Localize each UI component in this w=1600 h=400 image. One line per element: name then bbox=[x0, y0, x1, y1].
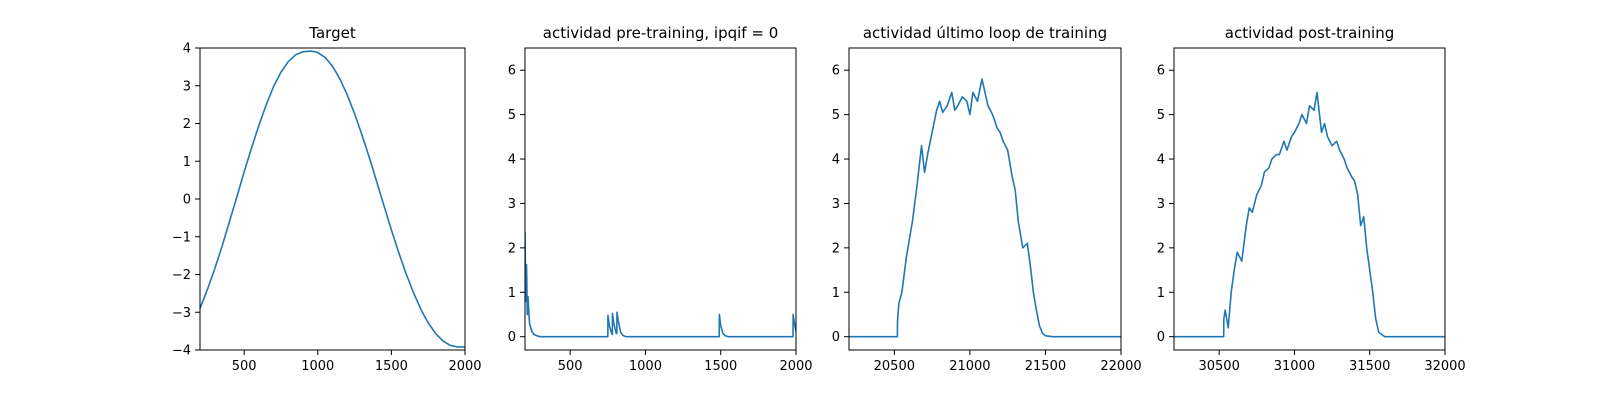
y-tick-label: 0 bbox=[832, 330, 840, 345]
y-tick-label: 3 bbox=[1157, 197, 1165, 212]
y-tick-label: 1 bbox=[508, 286, 516, 301]
series-line-1 bbox=[525, 231, 796, 338]
x-tick-label: 31000 bbox=[1274, 359, 1315, 374]
panel-1: Target 500 1000 1500 2000 −4 −3 −2 −1 0 1 2 3 4 bbox=[172, 24, 482, 374]
axes-frame bbox=[1173, 47, 1446, 351]
x-tick-label: 20500 bbox=[874, 359, 915, 374]
x-tick-label: 2000 bbox=[448, 359, 481, 374]
x-tick-label: 500 bbox=[558, 359, 583, 374]
y-tick-label: 4 bbox=[508, 153, 516, 168]
y-tick-label: 3 bbox=[183, 79, 191, 94]
y-tick-label: −3 bbox=[172, 306, 191, 321]
x-tick-label: 32000 bbox=[1424, 359, 1465, 374]
series-line-1 bbox=[849, 78, 1121, 338]
y-tick-label: 2 bbox=[1157, 241, 1165, 256]
x-tick-label: 500 bbox=[232, 359, 257, 374]
panel-title: actividad último loop de training bbox=[863, 24, 1107, 42]
x-tick-label: 2000 bbox=[779, 359, 812, 374]
y-tick-label: 1 bbox=[1157, 286, 1165, 301]
panel-title: Target bbox=[308, 24, 356, 42]
y-tick-label: 0 bbox=[508, 330, 516, 345]
y-tick-label: −2 bbox=[172, 268, 191, 283]
y-tick-label: 1 bbox=[183, 155, 191, 170]
y-tick-label: 4 bbox=[1157, 153, 1165, 168]
y-tick-label: 2 bbox=[508, 241, 516, 256]
x-tick-label: 30500 bbox=[1198, 359, 1239, 374]
x-tick-label: 1500 bbox=[375, 359, 408, 374]
x-tick-label: 31500 bbox=[1349, 359, 1390, 374]
x-tick-label: 22000 bbox=[1100, 359, 1141, 374]
y-tick-label: 5 bbox=[1157, 108, 1165, 123]
x-tick-label: 21000 bbox=[949, 359, 990, 374]
axes-frame bbox=[848, 47, 1122, 351]
series-line-1 bbox=[1174, 91, 1445, 338]
y-tick-label: 4 bbox=[832, 153, 840, 168]
series-line-1 bbox=[200, 50, 465, 348]
y-tick-label: −4 bbox=[172, 344, 191, 359]
y-tick-label: 2 bbox=[832, 241, 840, 256]
y-tick-label: 2 bbox=[183, 117, 191, 132]
y-tick-label: 0 bbox=[183, 193, 191, 208]
axes-frame bbox=[199, 47, 466, 351]
x-tick-label: 21500 bbox=[1025, 359, 1066, 374]
y-tick-label: 6 bbox=[1157, 64, 1165, 79]
x-tick-label: 1000 bbox=[301, 359, 334, 374]
y-tick-label: 5 bbox=[508, 108, 516, 123]
y-tick-label: 3 bbox=[508, 197, 516, 212]
y-tick-label: 4 bbox=[183, 42, 191, 57]
y-tick-label: 5 bbox=[832, 108, 840, 123]
y-tick-label: −1 bbox=[172, 230, 191, 245]
y-tick-label: 0 bbox=[1157, 330, 1165, 345]
x-tick-label: 1500 bbox=[704, 359, 737, 374]
panel-2: actividad pre-training, ipqif = 0 500 1000… bbox=[508, 24, 813, 374]
y-tick-label: 6 bbox=[508, 64, 516, 79]
x-tick-label: 1000 bbox=[629, 359, 662, 374]
y-tick-label: 3 bbox=[832, 197, 840, 212]
panel-title: actividad post-training bbox=[1225, 24, 1394, 42]
y-tick-label: 6 bbox=[832, 64, 840, 79]
y-tick-label: 1 bbox=[832, 286, 840, 301]
panel-title: actividad pre-training, ipqif = 0 bbox=[543, 24, 779, 42]
axes-frame bbox=[524, 47, 797, 351]
